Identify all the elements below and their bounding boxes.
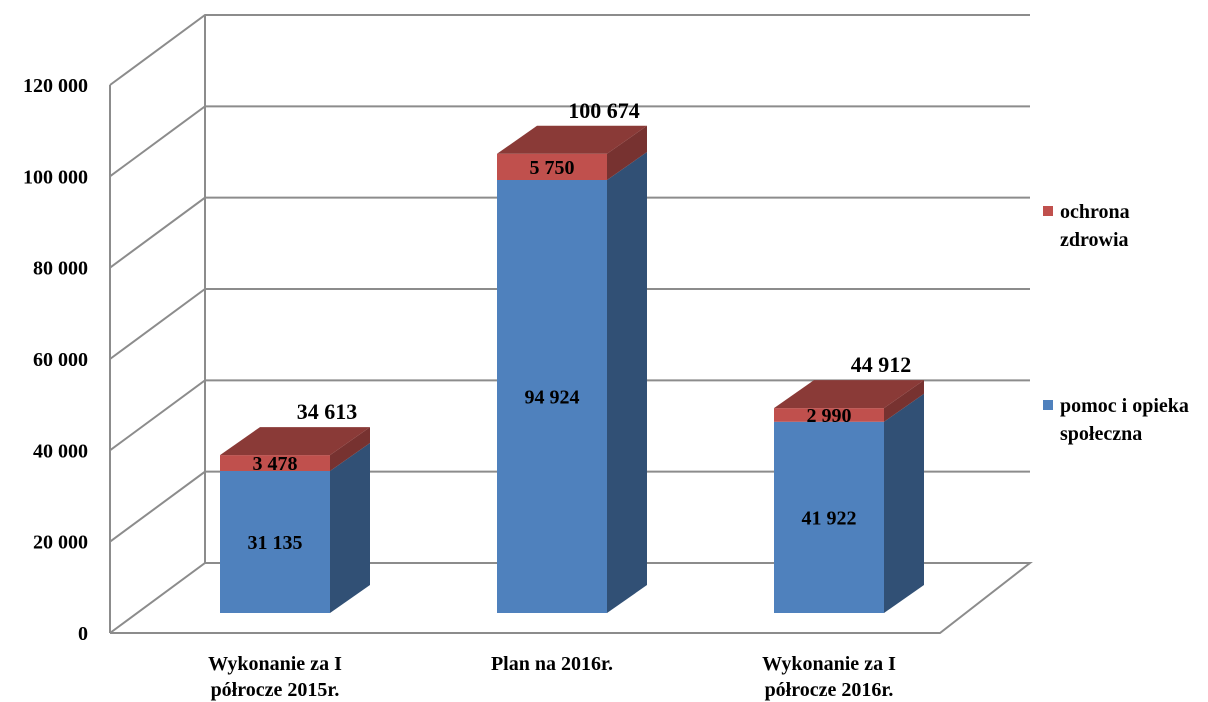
bar-segment-0 <box>497 180 607 613</box>
y-tick-label: 60 000 <box>33 349 88 371</box>
bar-segment-0 <box>220 470 330 613</box>
legend-swatch <box>1043 206 1053 216</box>
y-axis-tick-labels: 0 20 000 40 000 60 000 80 000 100 000 120 000 <box>23 75 88 645</box>
data-label: 2 990 <box>807 405 852 427</box>
data-label: 41 922 <box>802 507 857 529</box>
y-tick-label: 40 000 <box>33 440 88 462</box>
floor <box>109 562 1033 634</box>
y-tick-label: 100 000 <box>23 166 88 188</box>
legend-label: społeczna <box>1060 423 1142 445</box>
total-label: 44 912 <box>851 352 912 377</box>
chart-frame <box>109 15 1033 634</box>
bar-side-0 <box>884 393 924 613</box>
bar-side-0 <box>607 152 647 613</box>
data-label: 94 924 <box>525 387 580 409</box>
bar-side-1 <box>884 380 924 422</box>
gridline <box>109 14 1030 86</box>
y-tick-label: 120 000 <box>23 75 88 97</box>
legend-item: pomoc i opieka społeczna <box>1043 395 1189 445</box>
data-label: 5 750 <box>530 157 575 179</box>
y-tick-label: 80 000 <box>33 258 88 280</box>
bar-top <box>220 427 370 456</box>
bar-segment-0 <box>774 421 884 613</box>
bar-segment-1 <box>497 153 607 180</box>
bar-segment-1 <box>774 408 884 422</box>
category-label: półrocze 2016r. <box>765 679 894 701</box>
bar-top <box>774 380 924 409</box>
y-tick-label: 20 000 <box>33 532 88 554</box>
bar-side-1 <box>330 427 370 471</box>
total-label: 34 613 <box>297 399 358 424</box>
category-label: Wykonanie za I <box>208 653 342 675</box>
legend-item: ochrona zdrowia <box>1043 201 1130 251</box>
category-label: półrocze 2015r. <box>211 679 340 701</box>
legend: ochrona zdrowia pomoc i opieka społeczna <box>1043 201 1189 445</box>
legend-label: ochrona <box>1060 201 1130 223</box>
category-label: Wykonanie za I <box>762 653 896 675</box>
bar-side-0 <box>330 442 370 613</box>
bars: 31 135 3 478 34 613 94 924 5 750 100 674 41 92… <box>220 98 924 613</box>
bar-segment-1 <box>220 455 330 471</box>
y-tick-label: 0 <box>78 623 88 645</box>
bar-top <box>497 125 647 154</box>
legend-label: pomoc i opieka <box>1060 395 1189 417</box>
total-label: 100 674 <box>568 98 640 123</box>
data-label: 3 478 <box>253 453 298 475</box>
bar-side-1 <box>607 125 647 180</box>
legend-label: zdrowia <box>1060 229 1129 251</box>
legend-swatch <box>1043 400 1053 410</box>
x-axis-category-labels: Wykonanie za I półrocze 2015r. Plan na 201… <box>208 653 896 701</box>
data-label: 31 135 <box>248 532 303 554</box>
category-label: Plan na 2016r. <box>491 653 613 675</box>
